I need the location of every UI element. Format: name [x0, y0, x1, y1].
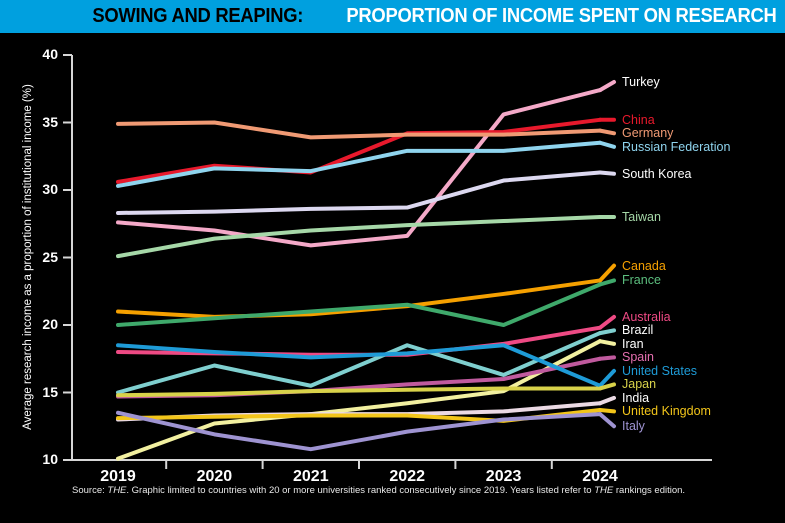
label-stub-united-kingdom [598, 408, 616, 414]
series-label-united-kingdom: United Kingdom [622, 404, 711, 419]
x-tick-2022: 2022 [389, 468, 425, 485]
series-line-russian-federation [116, 140, 602, 188]
x-tick-2021: 2021 [293, 468, 329, 485]
series-label-taiwan: Taiwan [622, 210, 661, 224]
line-chart-svg [63, 54, 712, 469]
label-connectors [598, 80, 616, 429]
y-tick-15: 15 [42, 383, 58, 400]
series-label-france: France [622, 273, 661, 288]
series-lines [116, 88, 602, 461]
label-stub-russian-federation [598, 140, 616, 149]
series-line-china [116, 117, 602, 184]
label-stub-united-states [598, 368, 616, 388]
series-label-iran: Iran [622, 336, 644, 351]
label-stub-india [598, 395, 616, 406]
series-line-brazil [116, 331, 602, 395]
series-label-spain: Spain [622, 350, 654, 365]
y-tick-20: 20 [42, 316, 58, 332]
label-stub-spain [598, 355, 616, 361]
series-line-canada [116, 278, 602, 319]
y-tick-30: 30 [42, 181, 58, 197]
x-tick-2024: 2024 [582, 468, 618, 485]
x-tick-2023: 2023 [485, 468, 522, 485]
label-stub-brazil [598, 328, 616, 336]
series-label-turkey: Turkey [622, 75, 660, 89]
label-stub-france [598, 278, 616, 287]
series-line-taiwan [116, 215, 602, 259]
series-line-turkey [116, 88, 602, 248]
y-tick-35: 35 [42, 113, 58, 130]
label-stub-iran [598, 339, 616, 346]
label-stub-australia [598, 314, 616, 330]
x-tick-2020: 2020 [196, 468, 233, 485]
series-label-united-states: United States [622, 363, 698, 378]
label-stub-japan [598, 382, 616, 391]
series-label-australia: Australia [622, 309, 671, 324]
series-label-brazil: Brazil [622, 323, 654, 338]
series-line-france [116, 282, 602, 327]
series-line-germany [116, 120, 602, 140]
series-line-south-korea [116, 170, 602, 215]
series-label-japan: Japan [622, 377, 657, 392]
series-line-united-states [116, 343, 602, 388]
series-line-italy [116, 410, 602, 452]
y-tick-10: 10 [42, 451, 58, 467]
title-banner: SOWING AND REAPING: PROPORTION OF INCOME… [0, 0, 785, 33]
series-label-india: India [622, 390, 650, 405]
label-stub-italy [598, 412, 616, 429]
series-label-germany: Germany [622, 126, 674, 141]
y-tick-40: 40 [42, 46, 58, 62]
x-tick-2019: 2019 [100, 468, 136, 485]
series-label-italy: Italy [622, 419, 645, 434]
series-line-japan [116, 386, 602, 398]
series-label-canada: Canada [622, 258, 666, 273]
title-secondary: PROPORTION OF INCOME SPENT ON RESEARCH [346, 5, 777, 27]
series-label-russian-federation: Russian Federation [622, 139, 731, 154]
label-stub-germany [598, 128, 616, 136]
axis-lines [63, 54, 712, 469]
series-label-china: China [622, 112, 655, 127]
label-stub-canada [598, 263, 616, 283]
label-stub-turkey [598, 80, 616, 93]
label-stub-south-korea [598, 170, 616, 176]
y-tick-25: 25 [42, 248, 58, 265]
chart-area: Average research income as a proportion … [0, 33, 785, 523]
series-label-south-korea: South Korea [622, 166, 692, 181]
source-note: Source: THE. Graphic limited to countrie… [72, 485, 686, 496]
title-primary: SOWING AND REAPING: [92, 5, 304, 27]
